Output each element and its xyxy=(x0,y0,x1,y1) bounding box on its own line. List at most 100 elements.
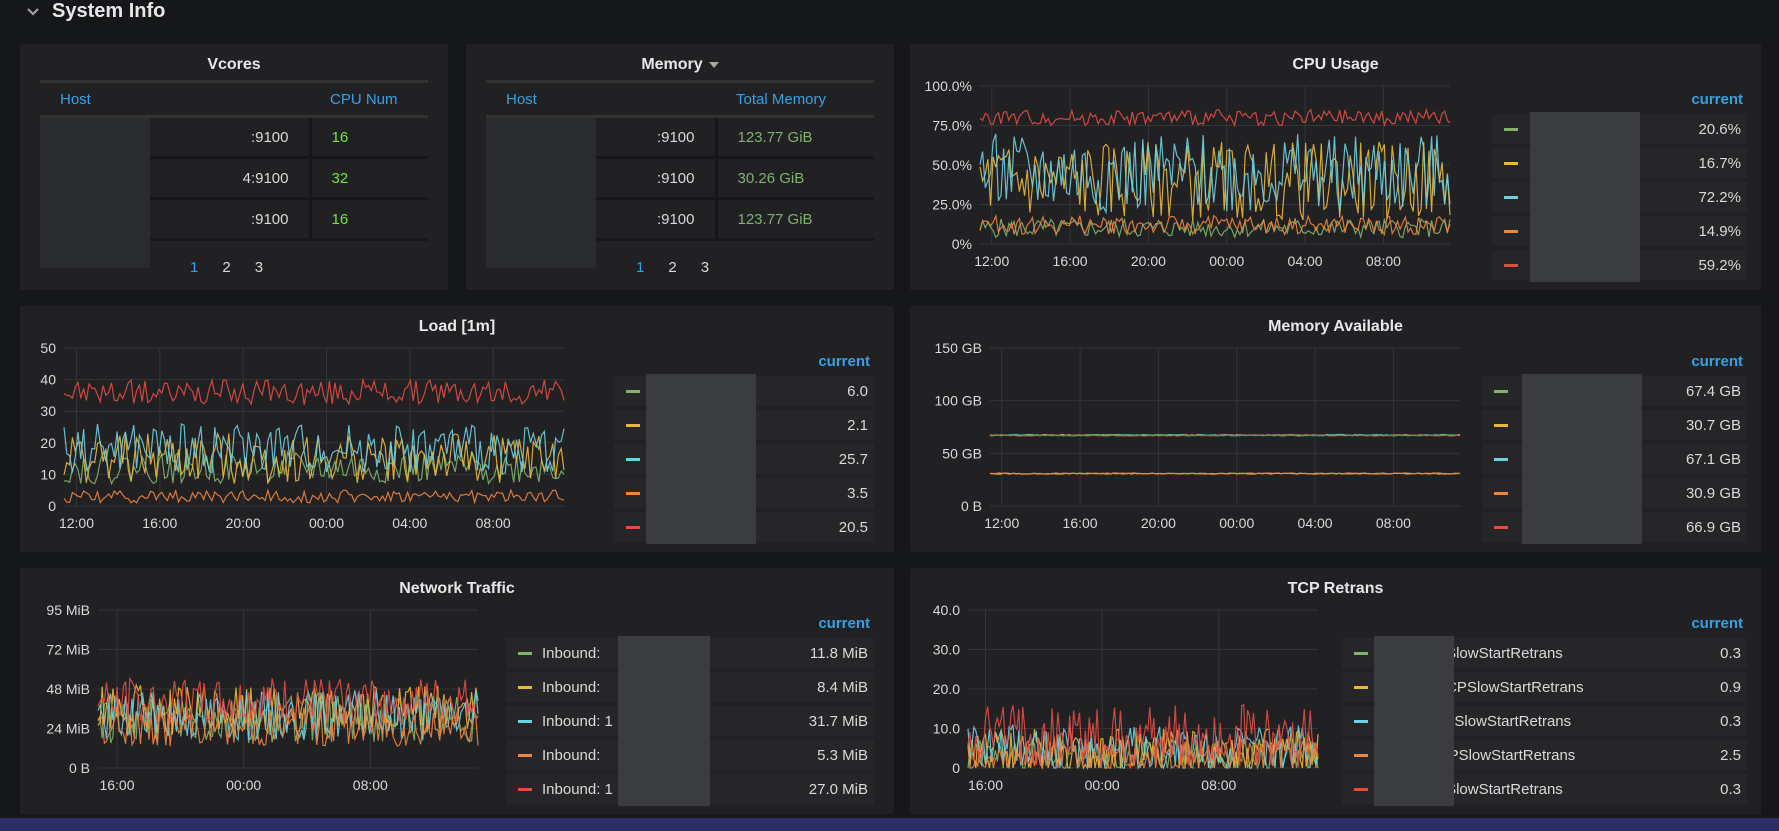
series-color-swatch xyxy=(1504,229,1518,233)
panel-title-vcores[interactable]: Vcores xyxy=(207,56,261,73)
legend-column-current[interactable]: current xyxy=(818,615,870,632)
legend-current-value: 2.1 xyxy=(847,416,868,434)
legend-current-value: 3.5 xyxy=(847,484,868,502)
panel-title-tcp-retrans[interactable]: TCP Retrans xyxy=(1287,580,1384,597)
legend-current-value: 66.9 GB xyxy=(1685,518,1741,536)
series-color-swatch xyxy=(518,651,532,655)
legend-current-value: 8.4 MiB xyxy=(817,678,868,696)
page-link-2[interactable]: 2 xyxy=(668,259,677,276)
y-tick-label: 10 xyxy=(40,466,56,482)
panel-title-cpu-usage[interactable]: CPU Usage xyxy=(1292,56,1379,73)
series-color-swatch xyxy=(626,389,640,393)
series-color-swatch xyxy=(1354,685,1368,689)
page-link-3[interactable]: 3 xyxy=(700,259,710,276)
page-link-1[interactable]: 1 xyxy=(190,259,199,276)
chart-tcp-retrans[interactable]: 0 10.0 20.0 30.0 40.0 16:00 00:00 08:00 xyxy=(910,568,1330,814)
series-color-swatch xyxy=(1494,389,1508,393)
column-header-total-memory[interactable]: Total Memory xyxy=(716,80,874,118)
series-color-swatch xyxy=(1504,161,1518,165)
column-header-cpu-num[interactable]: CPU Num xyxy=(310,80,428,118)
series-color-swatch xyxy=(518,719,532,723)
legend-current-value: 0.3 xyxy=(1720,644,1741,662)
pagination: 1 2 3 xyxy=(190,259,263,276)
series-color-swatch xyxy=(626,423,640,427)
legend-column-current[interactable]: current xyxy=(1691,91,1743,108)
y-tick-label: 0 xyxy=(48,498,56,514)
y-tick-label: 75.0% xyxy=(932,118,972,134)
panel-title-load[interactable]: Load [1m] xyxy=(418,318,496,335)
y-tick-label: 10.0 xyxy=(933,721,960,737)
y-tick-label: 150 GB xyxy=(935,340,982,356)
legend-current-value: 0.3 xyxy=(1720,712,1741,730)
legend-current-value: 67.4 GB xyxy=(1685,382,1741,400)
column-header-host[interactable]: Host xyxy=(40,80,310,118)
series-line xyxy=(63,377,565,406)
x-tick-label: 00:00 xyxy=(1209,253,1244,269)
x-tick-label: 04:00 xyxy=(1288,253,1323,269)
panel-cpu-usage: CPU Usage 0% 25.0% 50.0% 75.0% 100.0% 12:00 16… xyxy=(910,44,1761,290)
row-title: System Info xyxy=(52,0,166,22)
redacted-area xyxy=(1530,112,1640,282)
series-color-swatch xyxy=(626,525,640,529)
y-tick-label: 100.0% xyxy=(925,78,972,94)
series-color-swatch xyxy=(1354,719,1368,723)
series-color-swatch xyxy=(1354,753,1368,757)
series-line xyxy=(97,676,479,726)
series-color-swatch xyxy=(626,457,640,461)
y-tick-label: 20 xyxy=(40,435,56,451)
redacted-area xyxy=(646,374,756,544)
legend-column-current[interactable]: current xyxy=(818,353,870,370)
column-header-host[interactable]: Host xyxy=(486,80,716,118)
chart-load[interactable]: 0 10 20 30 40 50 12:00 16:00 20:00 00:00 04:00 08:0… xyxy=(20,306,600,552)
legend-current-value: 16.7% xyxy=(1698,154,1741,172)
x-tick-label: 08:00 xyxy=(1366,253,1401,269)
legend-current-value: 31.7 MiB xyxy=(808,712,868,730)
panel-title-memory-available[interactable]: Memory Available xyxy=(1268,318,1403,335)
legend-current-value: 67.1 GB xyxy=(1685,450,1741,468)
x-tick-label: 16:00 xyxy=(99,777,134,793)
chevron-down-icon[interactable] xyxy=(24,2,42,20)
panel-load: Load [1m] 0 10 20 30 40 50 12:00 16:00 20:00 00:0… xyxy=(20,306,894,552)
chart-cpu-usage[interactable]: 0% 25.0% 50.0% 75.0% 100.0% 12:00 16:00 20:00 00… xyxy=(910,44,1470,290)
legend-column-current[interactable]: current xyxy=(1691,615,1743,632)
chart-memory-available[interactable]: 0 B 50 GB 100 GB 150 GB 12:00 16:00 20:00 00:00… xyxy=(910,306,1470,552)
table-cell-value: 16 xyxy=(308,116,428,159)
y-tick-label: 100 GB xyxy=(935,393,982,409)
series-line xyxy=(979,107,1451,128)
legend-column-current[interactable]: current xyxy=(1691,353,1743,370)
page-link-2[interactable]: 2 xyxy=(222,259,231,276)
series-color-swatch xyxy=(518,753,532,757)
legend-current-value: 59.2% xyxy=(1698,256,1741,274)
x-tick-label: 04:00 xyxy=(392,515,427,531)
caret-down-icon[interactable] xyxy=(708,61,719,68)
chart-network-traffic[interactable]: 0 B 24 MiB 48 MiB 72 MiB 95 MiB 16:00 00:00 08:… xyxy=(20,568,500,814)
series-color-swatch xyxy=(1504,127,1518,131)
page-link-3[interactable]: 3 xyxy=(254,259,264,276)
legend-current-value: 5.3 MiB xyxy=(817,746,868,764)
series-line xyxy=(63,422,565,475)
series-color-swatch xyxy=(518,787,532,791)
series-line xyxy=(967,704,1319,768)
y-tick-label: 50 xyxy=(40,340,56,356)
y-tick-label: 0 xyxy=(952,760,960,776)
panel-title-network-traffic[interactable]: Network Traffic xyxy=(399,580,515,597)
y-tick-label: 50 GB xyxy=(942,445,982,461)
legend-current-value: 25.7 xyxy=(838,450,868,468)
legend-current-value: 2.5 xyxy=(1720,746,1741,764)
x-tick-label: 08:00 xyxy=(353,777,388,793)
series-color-swatch xyxy=(1504,195,1518,199)
x-tick-label: 20:00 xyxy=(1131,253,1166,269)
redacted-area xyxy=(618,636,710,806)
panel-title-memory[interactable]: Memory xyxy=(466,56,894,74)
series-line xyxy=(63,431,565,484)
row-header-system-info[interactable]: System Info xyxy=(24,0,165,22)
y-tick-label: 48 MiB xyxy=(46,681,90,697)
x-tick-label: 00:00 xyxy=(1219,515,1254,531)
series-color-swatch xyxy=(1494,491,1508,495)
table-cell-value: 30.26 GiB xyxy=(714,157,874,200)
legend-current-value: 14.9% xyxy=(1698,222,1741,240)
legend-current-value: 6.0 xyxy=(847,382,868,400)
page-link-1[interactable]: 1 xyxy=(636,259,645,276)
legend-current-value: 72.2% xyxy=(1698,188,1741,206)
panel-tcp-retrans: TCP Retrans 0 10.0 20.0 30.0 40.0 16:00 00:00 0… xyxy=(910,568,1761,814)
